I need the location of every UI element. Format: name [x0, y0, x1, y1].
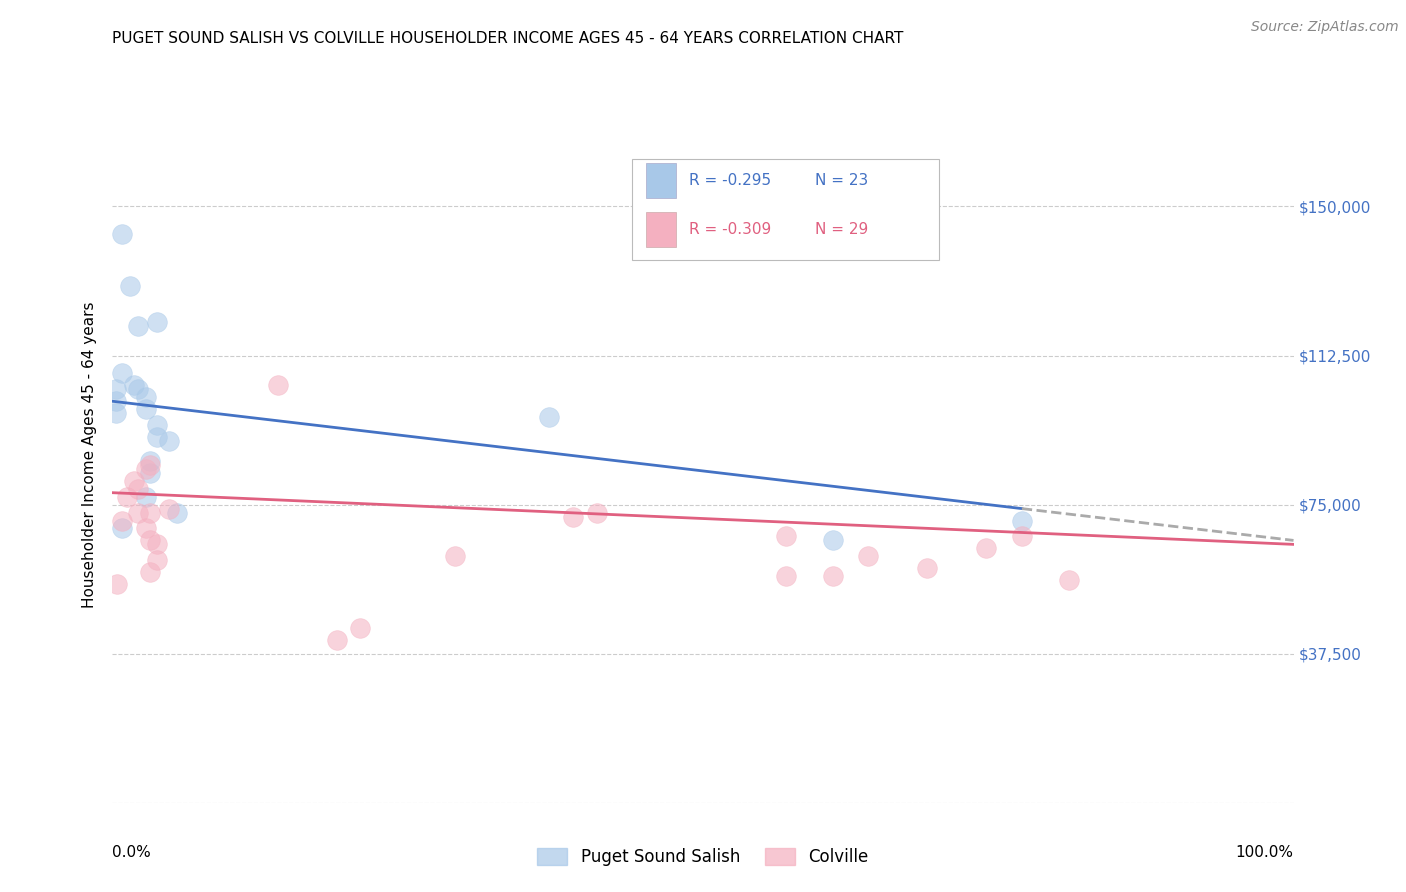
- Point: [267, 378, 290, 392]
- Point: [821, 569, 844, 583]
- Point: [135, 462, 157, 476]
- Point: [111, 514, 134, 528]
- Point: [166, 506, 188, 520]
- Point: [326, 632, 349, 647]
- Point: [157, 501, 180, 516]
- Point: [1057, 573, 1080, 587]
- Point: [139, 506, 162, 520]
- Point: [349, 621, 371, 635]
- Point: [122, 474, 145, 488]
- FancyBboxPatch shape: [647, 162, 676, 197]
- Point: [135, 521, 157, 535]
- Text: Source: ZipAtlas.com: Source: ZipAtlas.com: [1251, 20, 1399, 34]
- Point: [127, 506, 149, 520]
- Point: [146, 430, 169, 444]
- Point: [139, 466, 162, 480]
- Text: PUGET SOUND SALISH VS COLVILLE HOUSEHOLDER INCOME AGES 45 - 64 YEARS CORRELATION: PUGET SOUND SALISH VS COLVILLE HOUSEHOLD…: [112, 31, 904, 46]
- Text: 0.0%: 0.0%: [112, 845, 152, 860]
- Point: [146, 315, 169, 329]
- Point: [105, 382, 128, 396]
- Point: [105, 406, 128, 420]
- Point: [775, 529, 797, 543]
- Point: [135, 402, 157, 417]
- Point: [444, 549, 467, 564]
- Point: [105, 577, 128, 591]
- Point: [127, 318, 149, 333]
- FancyBboxPatch shape: [647, 212, 676, 247]
- Point: [858, 549, 880, 564]
- Point: [146, 553, 169, 567]
- Text: N = 29: N = 29: [815, 222, 869, 237]
- Point: [917, 561, 939, 575]
- Point: [105, 394, 128, 409]
- Point: [538, 410, 561, 425]
- Point: [139, 458, 162, 472]
- Point: [139, 454, 162, 468]
- Point: [1011, 529, 1033, 543]
- Text: 100.0%: 100.0%: [1236, 845, 1294, 860]
- Point: [821, 533, 844, 548]
- Point: [157, 434, 180, 448]
- Point: [135, 490, 157, 504]
- Point: [111, 367, 134, 381]
- Text: R = -0.295: R = -0.295: [689, 173, 770, 187]
- Point: [139, 533, 162, 548]
- Point: [127, 382, 149, 396]
- Legend: Puget Sound Salish, Colville: Puget Sound Salish, Colville: [529, 839, 877, 874]
- FancyBboxPatch shape: [633, 159, 939, 260]
- Point: [111, 521, 134, 535]
- Point: [775, 569, 797, 583]
- Point: [139, 565, 162, 579]
- Point: [562, 509, 585, 524]
- Point: [122, 378, 145, 392]
- Point: [115, 490, 138, 504]
- Point: [120, 279, 142, 293]
- Point: [135, 390, 157, 404]
- Point: [1011, 514, 1033, 528]
- Point: [585, 506, 607, 520]
- Point: [146, 418, 169, 433]
- Point: [111, 227, 134, 242]
- Point: [146, 537, 169, 551]
- Point: [127, 482, 149, 496]
- Text: R = -0.309: R = -0.309: [689, 222, 770, 237]
- Point: [976, 541, 998, 556]
- Y-axis label: Householder Income Ages 45 - 64 years: Householder Income Ages 45 - 64 years: [82, 301, 97, 608]
- Text: N = 23: N = 23: [815, 173, 869, 187]
